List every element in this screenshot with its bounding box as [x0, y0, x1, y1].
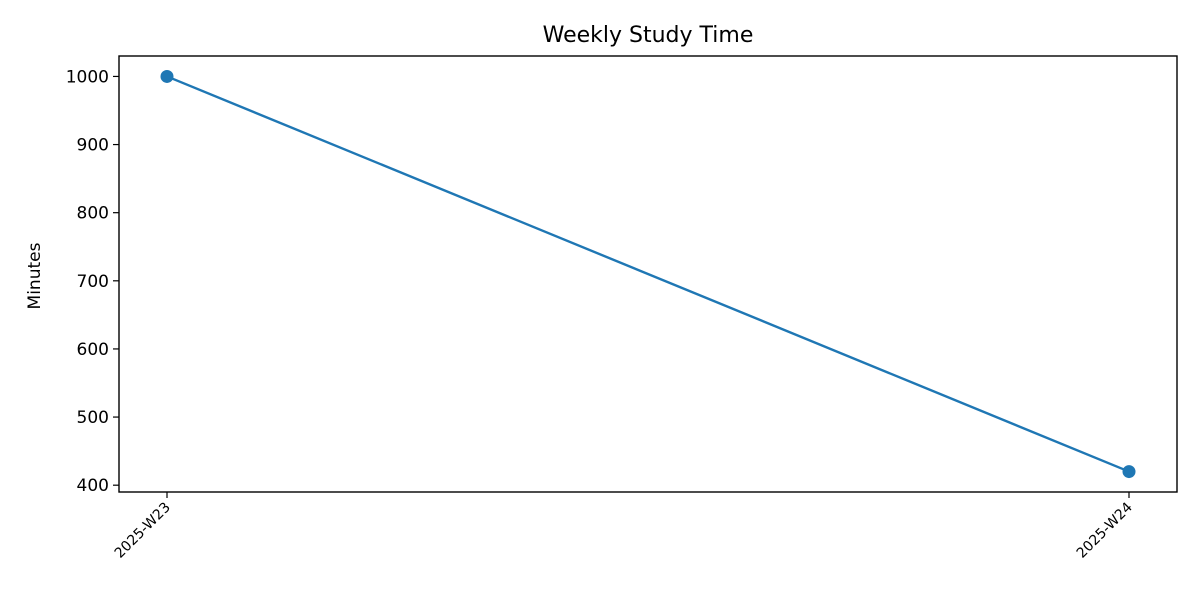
series-line: [165, 75, 1131, 473]
y-axis-ticks: 400 500 600 700 800 900 1000: [66, 67, 119, 496]
y-tick-label: 600: [77, 340, 109, 360]
data-point: [160, 69, 174, 83]
x-axis-ticks: 2025-W23 2025-W24: [112, 492, 1136, 562]
data-point: [1122, 465, 1136, 479]
y-tick-label: 500: [77, 408, 109, 428]
x-tick-label: 2025-W24: [1074, 499, 1136, 561]
chart-title: Weekly Study Time: [543, 23, 754, 48]
y-tick-label: 1000: [66, 67, 109, 87]
y-tick-label: 900: [77, 136, 109, 156]
y-tick-label: 800: [77, 204, 109, 224]
y-tick-label: 700: [77, 272, 109, 292]
plot-frame: [118, 55, 1178, 493]
x-tick-label: 2025-W23: [112, 500, 174, 562]
y-axis-label: Minutes: [25, 242, 45, 309]
series-layer: [160, 69, 1136, 479]
y-tick-label: 400: [77, 476, 109, 496]
